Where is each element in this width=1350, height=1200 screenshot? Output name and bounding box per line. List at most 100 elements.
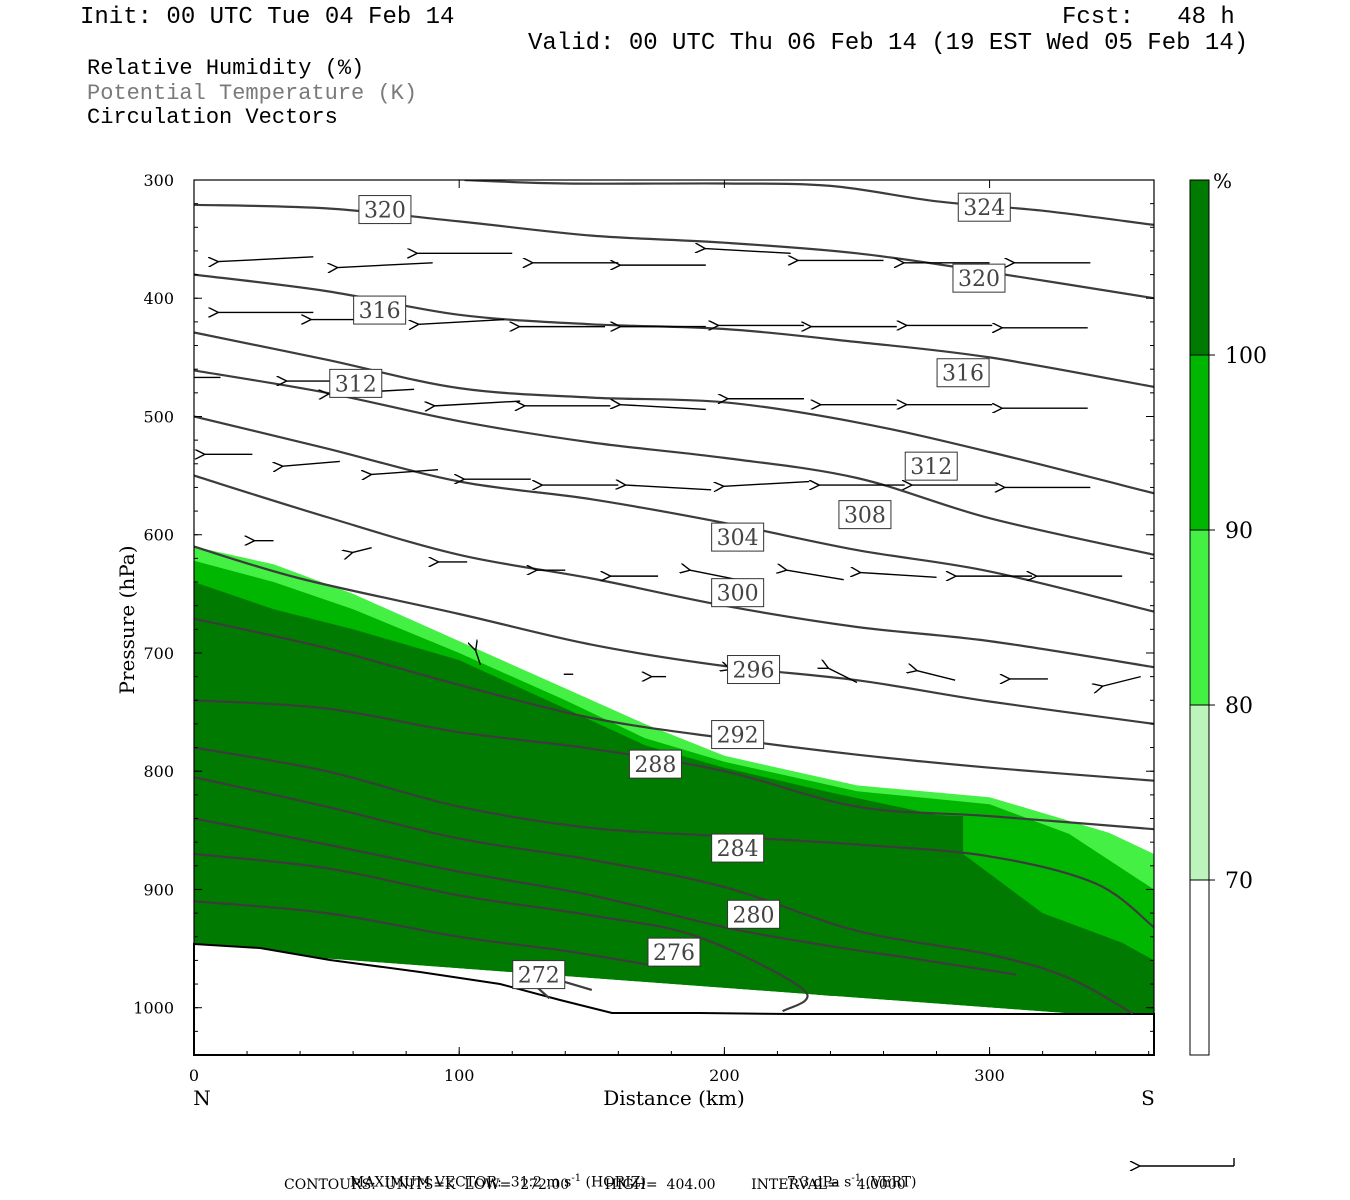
contour-label-text: 288	[634, 753, 676, 778]
rh-region	[427, 759, 982, 996]
contour-label-box	[936, 358, 990, 388]
colorbar-segment	[1189, 529, 1210, 706]
x-axis-label: Distance (km)	[603, 1086, 745, 1110]
circulation-vector	[828, 668, 858, 684]
circulation-vector	[476, 651, 482, 666]
contour-label-text: 324	[963, 196, 1005, 221]
circulation-vector	[218, 256, 314, 262]
contour-label: 288	[628, 749, 682, 779]
theta-contour	[194, 817, 1017, 976]
x-tick-label: 200	[709, 1066, 740, 1085]
contour-label: 308	[838, 500, 892, 530]
y-tick-label: 400	[143, 289, 174, 308]
contour-label-text: 300	[717, 582, 759, 607]
y-tick-label: 900	[143, 880, 174, 899]
contour-label-box	[711, 833, 765, 863]
contour-label-text: 320	[958, 267, 1000, 292]
field-theta-label: Potential Temperature (K)	[87, 81, 418, 106]
circulation-vector	[371, 468, 439, 475]
circulation-vector	[283, 460, 340, 466]
theta-contour	[194, 415, 1154, 613]
contour-label-text: 292	[717, 724, 759, 749]
max-vector-horiz: MAXIMUM VECTOR: 31.2 m s	[349, 1174, 572, 1191]
contour-label: 292	[711, 720, 765, 750]
contour-label: 304	[711, 522, 765, 552]
contour-label: 280	[727, 899, 781, 929]
colorbar-unit: %	[1213, 169, 1232, 193]
max-vector-vert: 7.3 dPa s	[786, 1174, 852, 1191]
contour-label: 320	[952, 263, 1006, 293]
theta-contour	[194, 900, 659, 968]
contour-label: 284	[711, 833, 765, 863]
colorbar-segment	[1189, 704, 1210, 881]
contour-label-text: 308	[844, 504, 886, 529]
forecast-hour: Fcst: 48 h	[1062, 4, 1235, 31]
circulation-vector	[626, 485, 712, 491]
contour-label-box	[711, 578, 765, 608]
south-label: S	[1141, 1086, 1155, 1110]
contour-label-text: 284	[717, 837, 759, 862]
circulation-vector	[338, 262, 433, 268]
contour-label-box	[904, 451, 958, 481]
colorbar-level-label: 90	[1225, 519, 1253, 544]
valid-time: Valid: 00 UTC Thu 06 Feb 14 (19 EST Wed …	[528, 30, 1249, 57]
contour-label-box	[838, 500, 892, 530]
contour-label: 320	[358, 195, 412, 225]
theta-contour	[464, 180, 1154, 226]
x-tick-label: 100	[444, 1066, 475, 1085]
unit-exponent: -1	[571, 1173, 582, 1184]
theta-contour	[194, 852, 809, 1013]
colorbar-level-label: 70	[1225, 869, 1253, 894]
humidity-fill-layer	[194, 546, 1154, 1020]
x-tick-label: 300	[974, 1066, 1005, 1085]
contour-label-text: 272	[518, 964, 560, 989]
contour-label: 300	[711, 578, 765, 608]
colorbar: 70 80 90 100%	[1189, 169, 1267, 1056]
circulation-vector	[787, 570, 844, 581]
theta-contour	[194, 545, 1154, 725]
contour-label-text: 296	[733, 659, 775, 684]
north-label: N	[193, 1086, 211, 1110]
y-axis-label: Pressure (hPa)	[115, 546, 139, 695]
contour-label-text: 320	[364, 199, 406, 224]
theta-contour	[194, 331, 1154, 495]
circulation-vector	[690, 570, 738, 581]
contour-label-box	[358, 195, 412, 225]
y-tick-label: 300	[143, 171, 174, 190]
contour-label: 316	[936, 358, 990, 388]
contour-label-text: 312	[335, 372, 377, 397]
x-tick-label: 0	[189, 1066, 199, 1085]
contour-label-text: 304	[717, 526, 759, 551]
colorbar-segment	[1189, 879, 1210, 1056]
theta-contour	[194, 474, 1154, 669]
colorbar-level-label: 80	[1225, 694, 1253, 719]
y-tick-label: 1000	[133, 999, 174, 1018]
theta-contour	[194, 776, 1134, 1015]
max-vector-note: MAXIMUM VECTOR: 31.2 m s-1 (HORIZ)	[341, 1157, 646, 1191]
circulation-vector	[1103, 675, 1141, 687]
theta-contour	[194, 369, 1154, 556]
y-tick-label: 500	[143, 407, 174, 426]
contour-label: 312	[904, 451, 958, 481]
contour-label-box	[957, 192, 1011, 222]
axis-layer: 300 400 500 600 700 800 900 1000 0 100 200 300 N S	[133, 171, 1155, 1110]
contour-info: CONTOURS: UNITS=K LOW= 272.00 HIGH= 404.…	[284, 1177, 906, 1193]
field-vectors-label: Circulation Vectors	[87, 105, 338, 130]
circulation-vector	[917, 671, 956, 681]
contour-label-layer: 324 320 320 316 316 312 312 308 304 300 296 292 288 2…	[329, 192, 1011, 990]
contour-label-text: 312	[910, 455, 952, 480]
plot-frame	[193, 179, 1155, 1056]
colorbar-segment	[1189, 354, 1210, 531]
contour-label-box	[727, 899, 781, 929]
contour-label: 316	[353, 295, 407, 325]
contour-label: 276	[647, 937, 701, 967]
vert-tag: (VERT)	[861, 1174, 917, 1191]
contour-label-box	[628, 749, 682, 779]
y-tick-label: 600	[143, 526, 174, 545]
init-time: Init: 00 UTC Tue 04 Feb 14	[80, 4, 455, 31]
circulation-vector	[705, 249, 791, 255]
max-vector-vert-note: 7.3 dPa s-1 (VERT)	[778, 1157, 917, 1191]
contour-label-box	[512, 960, 566, 990]
horiz-tag: (HORIZ)	[581, 1174, 646, 1191]
